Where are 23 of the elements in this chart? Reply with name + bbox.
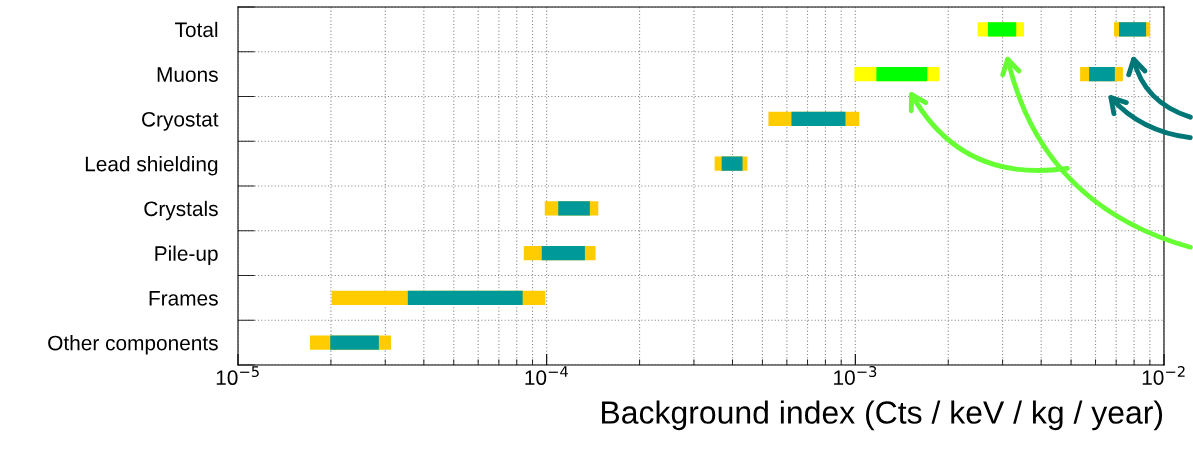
bar <box>1089 66 1115 82</box>
bar <box>721 156 743 171</box>
bar <box>876 66 928 82</box>
y-tick-label: Crystals <box>144 200 218 221</box>
y-tick-label: Pile-up <box>155 245 218 265</box>
bar <box>1119 22 1147 37</box>
bar <box>330 335 379 350</box>
y-tick-label: Frames <box>149 291 218 306</box>
y-tick-label: Total <box>175 21 218 38</box>
bar <box>541 245 585 261</box>
x-tick-label: 10$^{−2}$ <box>1142 366 1185 385</box>
bar <box>987 22 1017 37</box>
y-tick-label: Cryostat <box>142 111 219 131</box>
x-axis-title: Background index (Cts / keV / kg / year) <box>602 400 1163 431</box>
y-tick-label: Muons <box>157 67 218 82</box>
x-tick-label: 10$^{−5}$ <box>216 366 259 386</box>
bar <box>791 111 846 127</box>
x-tick-label: 10$^{−4}$ <box>525 366 568 386</box>
y-tick-label: Other components <box>48 335 218 355</box>
y-tick-label: Lead shielding <box>85 156 218 176</box>
bar <box>407 290 523 306</box>
bar <box>558 201 590 216</box>
x-tick-label: 10$^{−3}$ <box>834 366 877 385</box>
